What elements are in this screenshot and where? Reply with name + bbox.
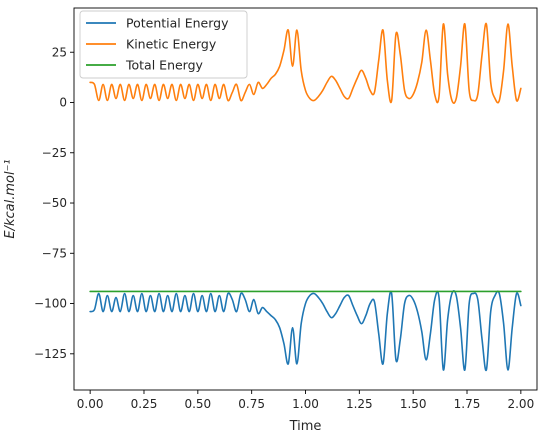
x-tick-label: 0.75 [238, 397, 265, 411]
x-tick-label: 1.25 [346, 397, 373, 411]
legend-label: Kinetic Energy [126, 37, 217, 52]
x-axis: 0.00 0.25 0.50 0.75 1.00 1.25 1.50 1.75 2.00 [77, 390, 534, 411]
y-tick-label: −50 [42, 196, 67, 210]
y-tick-label: 25 [52, 45, 67, 59]
y-tick-label: 0 [59, 96, 67, 110]
legend-entries: Potential Energy Kinetic Energy Total Ener… [86, 16, 229, 73]
legend-box [79, 10, 248, 79]
x-axis-label: Time [289, 419, 322, 434]
y-axis-label: E/kcal.mol⁻¹ [3, 159, 18, 238]
x-tick-label: 0.50 [184, 397, 211, 411]
x-tick-label: 0.00 [77, 397, 104, 411]
series-layer [89, 22, 522, 372]
series-line-1 [89, 290, 522, 372]
x-tick-label: 1.50 [400, 397, 427, 411]
y-tick-label: −100 [34, 297, 67, 311]
legend: Potential Energy Kinetic Energy Total Ener… [79, 10, 248, 79]
legend-label: Total Energy [125, 58, 204, 73]
x-tick-label: 0.25 [131, 397, 158, 411]
y-tick-label: −25 [42, 146, 67, 160]
y-tick-label: −75 [42, 246, 67, 260]
x-tick-label: 1.75 [454, 397, 481, 411]
x-tick-label: 1.00 [292, 397, 319, 411]
y-axis: 25 0 −25 −50 −75 −100 −125 [34, 45, 74, 361]
series-line-2 [89, 22, 522, 104]
y-tick-label: −125 [34, 347, 67, 361]
x-tick-label: 2.00 [507, 397, 534, 411]
legend-label: Potential Energy [126, 16, 229, 31]
